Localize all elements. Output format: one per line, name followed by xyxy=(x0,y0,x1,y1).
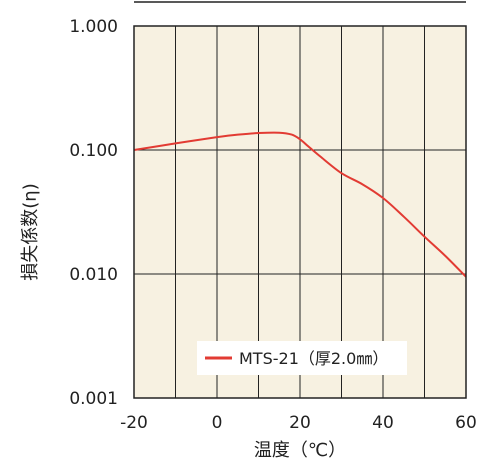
y-tick-label: 0.100 xyxy=(69,141,118,161)
legend: MTS-21（厚2.0㎜） xyxy=(197,341,407,375)
x-tick-labels: -20 0 20 40 60 xyxy=(120,413,477,433)
x-tick-label: -20 xyxy=(120,413,148,433)
y-tick-label: 0.010 xyxy=(69,265,118,285)
legend-label: MTS-21（厚2.0㎜） xyxy=(239,349,388,368)
x-tick-label: 40 xyxy=(372,413,394,433)
series-layer xyxy=(133,131,467,278)
x-tick-label: 60 xyxy=(455,413,477,433)
y-tick-label: 1.000 xyxy=(69,17,118,37)
y-tick-label: 0.001 xyxy=(69,389,118,409)
series-line xyxy=(133,131,467,278)
y-tick-labels: 0.001 0.010 0.100 1.000 xyxy=(69,17,118,409)
x-axis-label: 温度（℃） xyxy=(254,440,346,461)
x-tick-label: 0 xyxy=(212,413,223,433)
y-axis-label: 損失係数(η) xyxy=(20,183,41,280)
x-tick-label: 20 xyxy=(289,413,311,433)
plot-frame xyxy=(133,25,467,399)
grid-lines xyxy=(134,26,466,398)
